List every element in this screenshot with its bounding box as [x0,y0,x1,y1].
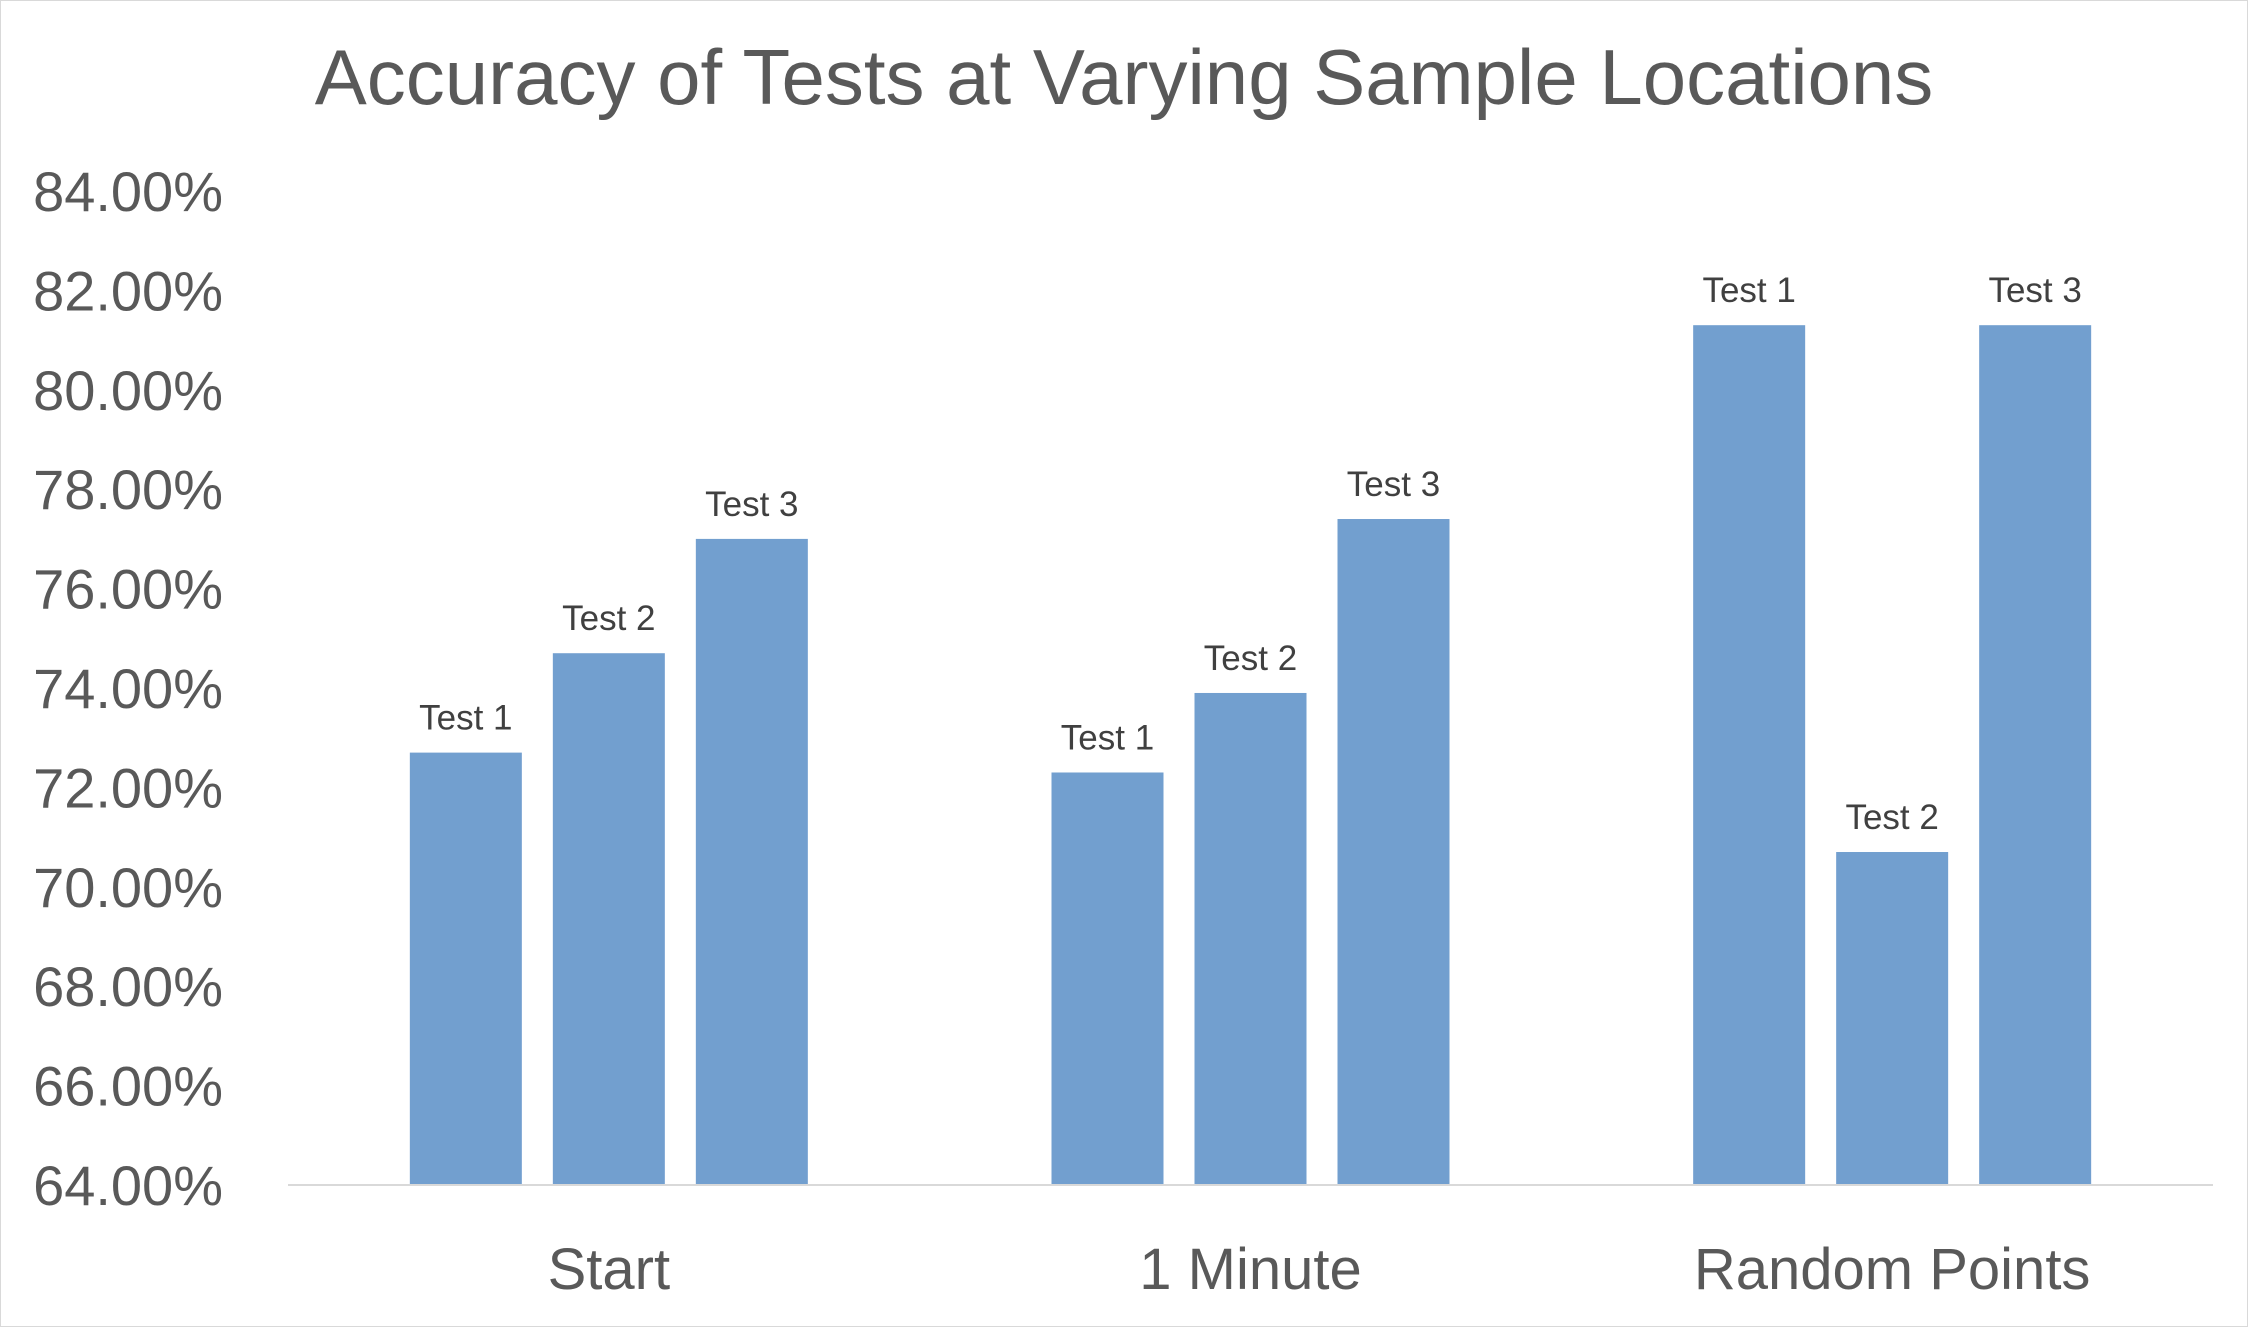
y-axis: 64.00% 66.00% 68.00% 70.00% 72.00% 74.00% 76.0… [33,160,223,1217]
chart-title: Accuracy of Tests at Varying Sample Loca… [315,33,1934,121]
bars [409,325,2092,1185]
y-tick-label: 66.00% [33,1055,223,1118]
data-label: Test 1 [1061,718,1154,757]
data-label: Test 2 [562,599,655,638]
data-label: Test 3 [1988,271,2081,310]
bar [695,538,808,1185]
y-tick-label: 70.00% [33,856,223,919]
x-tick-label: Random Points [1694,1237,2091,1302]
y-tick-label: 68.00% [33,955,223,1018]
x-tick-label: 1 Minute [1139,1237,1361,1302]
bar [1051,772,1164,1185]
bar [1337,519,1450,1185]
data-labels: Test 1 Test 2 Test 3 Test 1 Test 2 Test 3 Test… [419,271,2082,837]
y-tick-label: 78.00% [33,458,223,521]
y-tick-label: 74.00% [33,657,223,720]
data-label: Test 3 [1347,465,1440,504]
data-label: Test 2 [1204,639,1297,678]
y-tick-label: 84.00% [33,160,223,223]
bar [552,653,665,1185]
data-label: Test 3 [705,485,798,524]
bar [1979,325,2092,1185]
data-label: Test 2 [1845,798,1938,837]
bar [1836,852,1949,1185]
bar [409,752,522,1185]
y-tick-label: 72.00% [33,756,223,819]
y-tick-label: 76.00% [33,558,223,621]
x-tick-label: Start [548,1237,671,1302]
data-label: Test 1 [1702,271,1795,310]
y-tick-label: 64.00% [33,1154,223,1217]
bar [1693,325,1806,1185]
y-tick-label: 80.00% [33,359,223,422]
data-label: Test 1 [419,699,512,738]
y-tick-label: 82.00% [33,259,223,322]
x-axis: Start 1 Minute Random Points [548,1237,2091,1302]
bar [1194,692,1307,1185]
